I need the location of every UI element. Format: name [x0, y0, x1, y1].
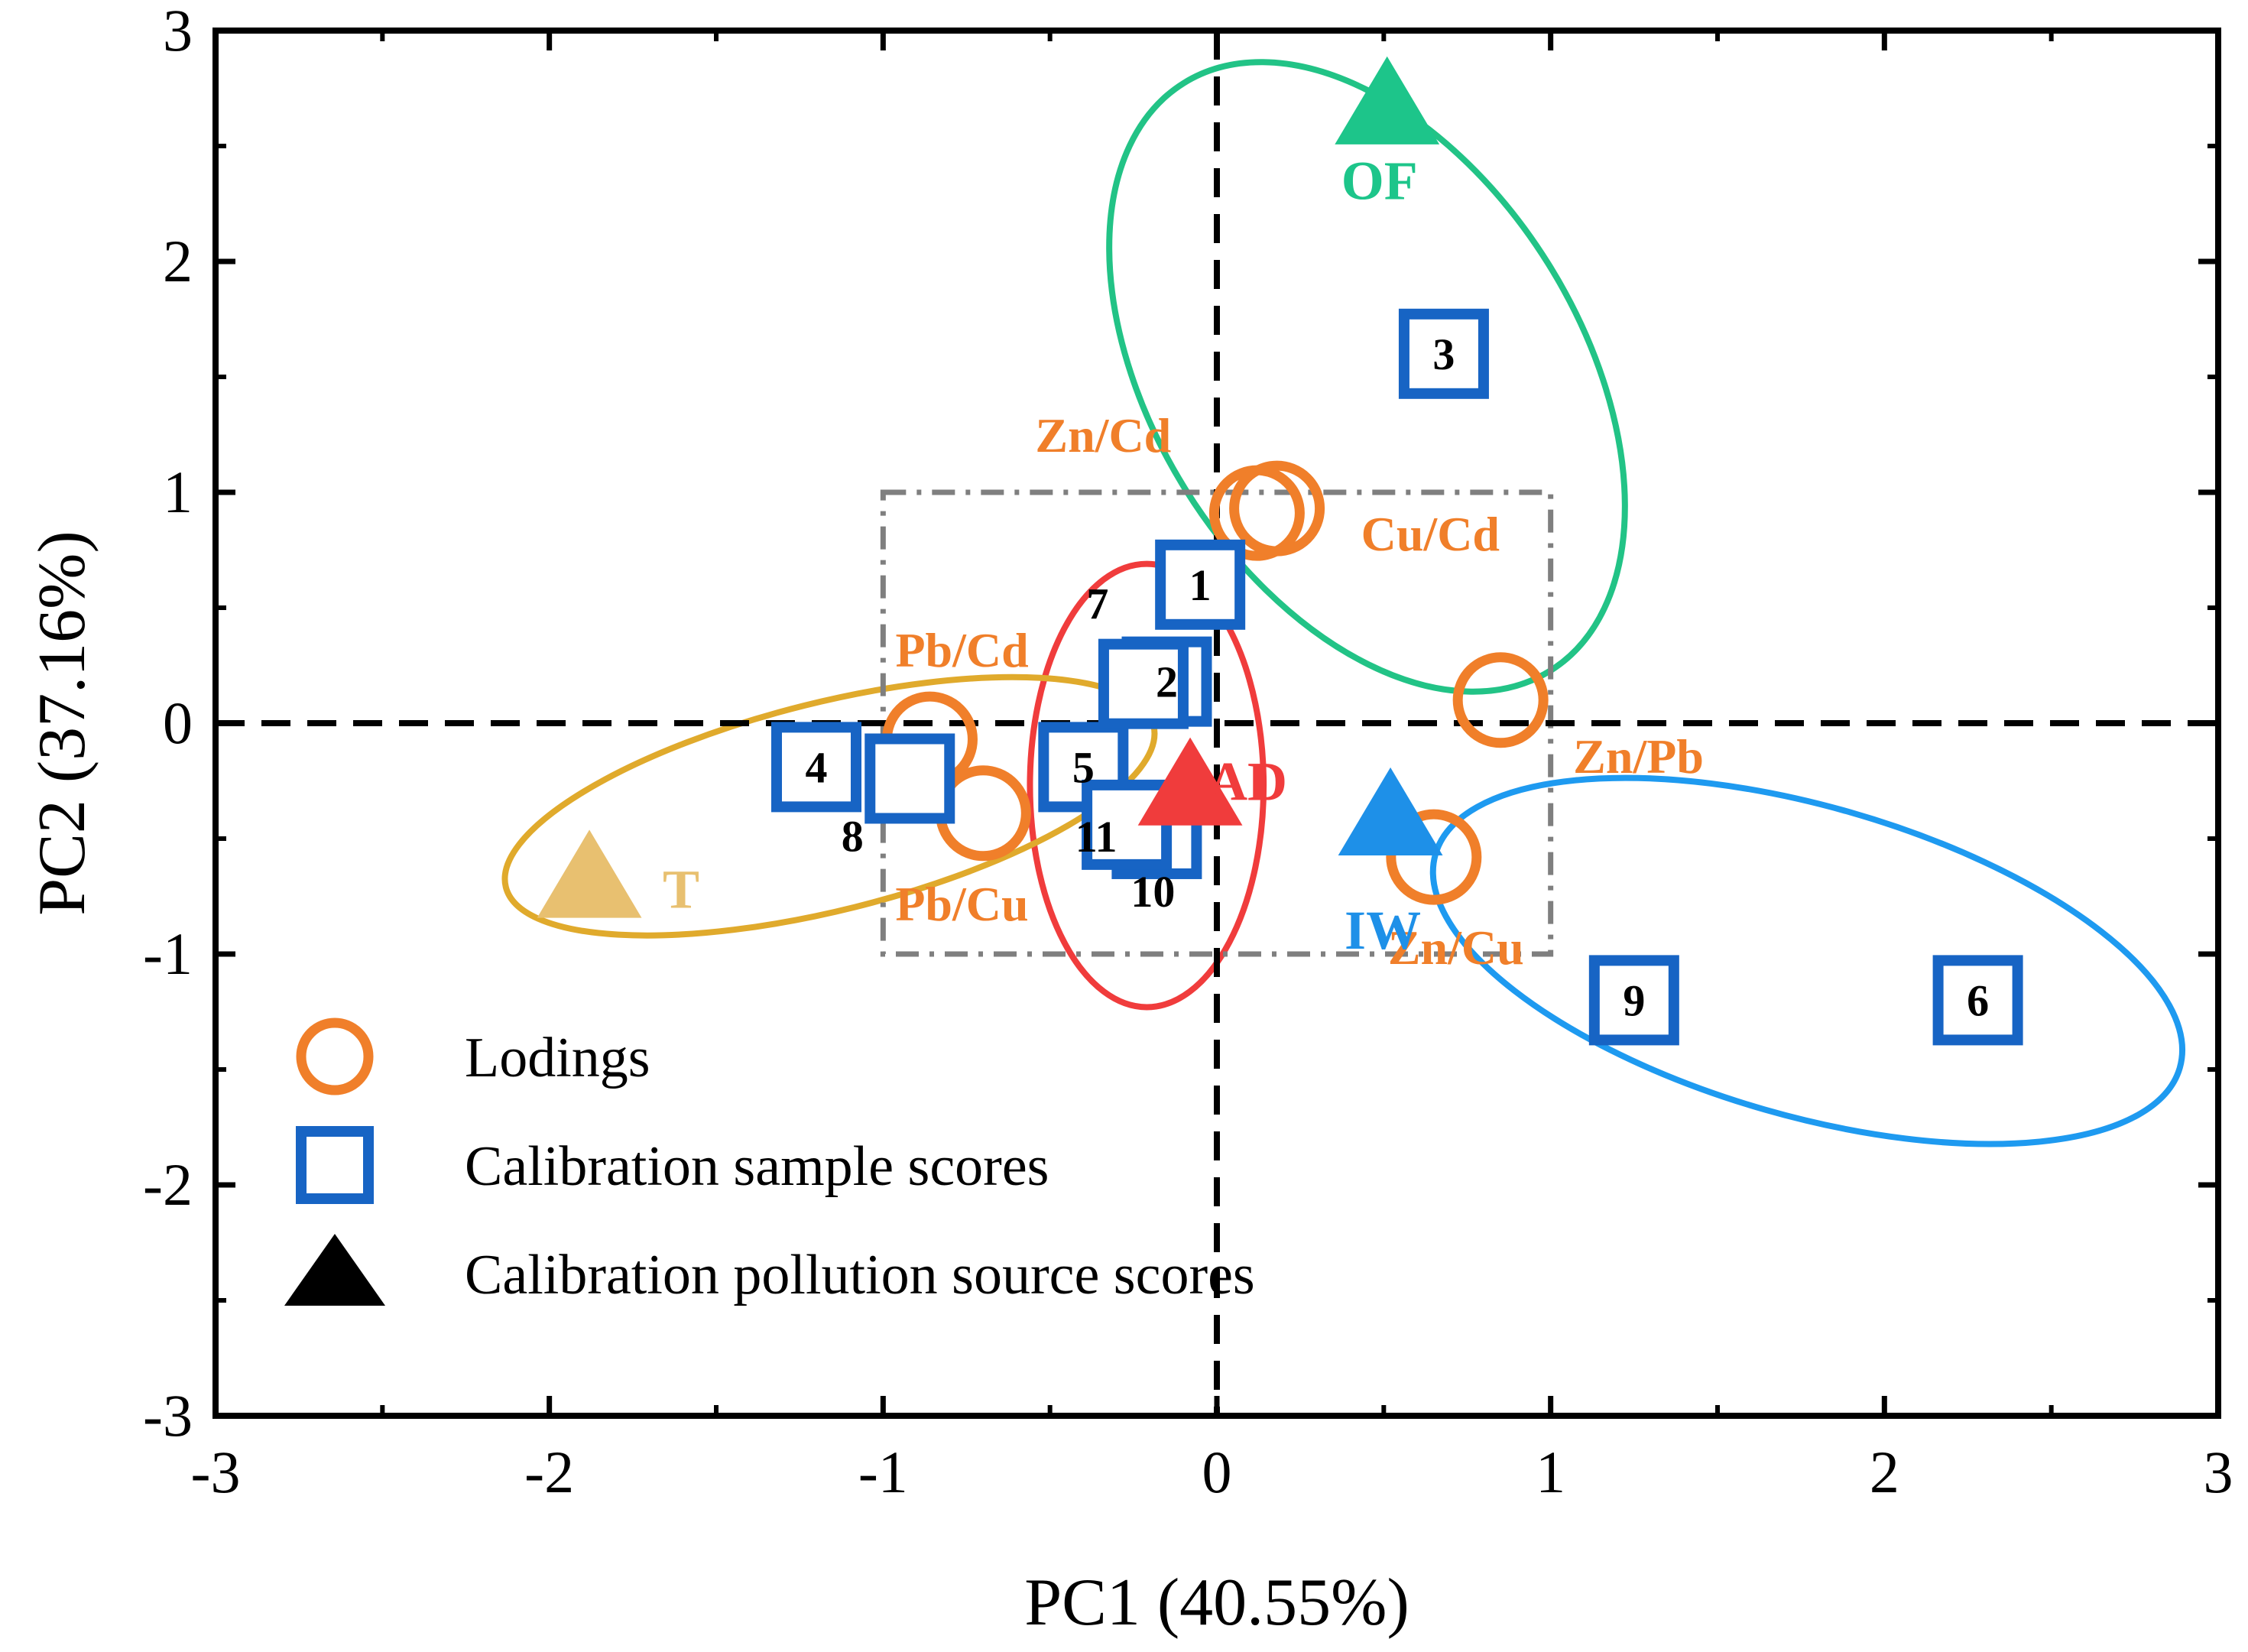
x-tick-label: -3 [191, 1439, 241, 1505]
y-tick-label: -2 [143, 1151, 193, 1218]
sample-marker [771, 722, 861, 813]
source-label: IW [1345, 900, 1421, 961]
loading-label: Cu/Cd [1361, 507, 1500, 561]
legend: Lodings Calibration sample scores Calibrat… [284, 1017, 1255, 1306]
loading-label: Zn/Cu [1388, 920, 1524, 975]
sample-label: 10 [1130, 867, 1175, 917]
y-tick-label: 1 [163, 459, 193, 525]
sample-label: 1 [1189, 560, 1212, 610]
sample-label: 4 [806, 742, 828, 792]
source-marker [1338, 767, 1443, 856]
sample-label: 7 [1086, 579, 1108, 629]
loading-label: Pb/Cd [895, 623, 1028, 677]
ellipse-ad [1027, 560, 1267, 1011]
y-tick-label: 0 [163, 690, 193, 756]
sample-marker [1588, 955, 1679, 1046]
legend-circle-icon [296, 1017, 374, 1095]
sample-marker [1932, 955, 2023, 1046]
loading-marker [1452, 652, 1549, 748]
loading-label: Zn/Pb [1573, 729, 1704, 784]
y-tick-label: 2 [163, 228, 193, 294]
sample-label: 2 [1156, 657, 1178, 707]
source-marker [537, 829, 642, 918]
loading-marker [1386, 809, 1482, 905]
legend-label: Calibration sample scores [465, 1135, 1049, 1198]
legend-square-icon [296, 1126, 374, 1204]
x-tick-label: -1 [858, 1439, 908, 1505]
legend-triangle-icon [284, 1234, 385, 1306]
loading-label: Pb/Cu [895, 877, 1028, 931]
sample-label: 8 [842, 811, 864, 861]
x-tick-label: 2 [1870, 1439, 1899, 1505]
source-marker [1335, 56, 1440, 144]
sample-label: 3 [1432, 329, 1455, 379]
sample-marker [1155, 539, 1246, 630]
source-label: OF [1341, 151, 1418, 212]
x-tick-label: 0 [1202, 1439, 1232, 1505]
y-tick-label: 3 [163, 0, 193, 63]
sample-marker [864, 733, 955, 824]
y-tick-label: -3 [143, 1382, 193, 1449]
y-axis-title: PC2 (37.16%) [25, 531, 99, 916]
x-axis-title: PC1 (40.55%) [1024, 1566, 1409, 1640]
sample-label: 9 [1623, 975, 1645, 1025]
x-tick-label: 3 [2204, 1439, 2233, 1505]
point-labels: Zn/Cd Cu/Cd Pb/Cd Pb/Cu Zn/Pb Zn/Cu 12 3 4 5 6 7 8 9 1… [663, 151, 1989, 1026]
x-tick-label: 1 [1536, 1439, 1565, 1505]
data-markers [537, 56, 2023, 1046]
sample-label: 11 [1075, 812, 1118, 862]
sample-marker [1398, 308, 1489, 399]
reference-lines [216, 31, 2218, 1416]
loading-label: Zn/Cd [1035, 408, 1171, 462]
legend-label: Calibration pollution source scores [465, 1244, 1255, 1306]
sample-label: 6 [1967, 975, 1989, 1025]
sample-label: 5 [1072, 742, 1095, 792]
source-label: AD [1208, 751, 1287, 813]
y-tick-label: -1 [143, 920, 193, 987]
legend-label: Lodings [465, 1027, 650, 1089]
x-tick-label: -2 [524, 1439, 574, 1505]
source-label: T [663, 858, 699, 920]
source-marker [1137, 737, 1243, 826]
sample-marker [1098, 638, 1189, 729]
loading-marker [1229, 460, 1325, 557]
